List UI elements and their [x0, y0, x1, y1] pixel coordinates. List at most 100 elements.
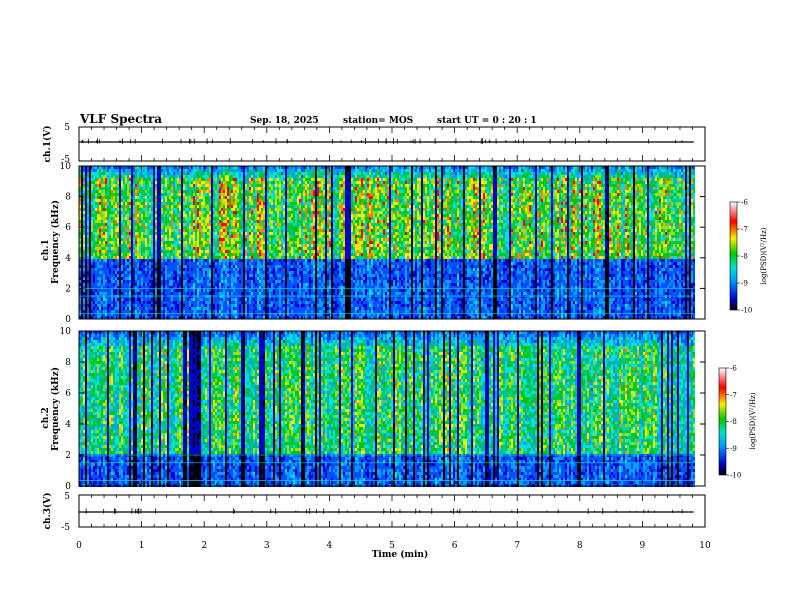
- spec-cell: [201, 187, 203, 190]
- spec-cell: [249, 214, 251, 217]
- spec-cell: [201, 202, 203, 205]
- spec-cell: [235, 277, 237, 280]
- spec-cell: [217, 166, 219, 169]
- spec-cell: [105, 202, 107, 205]
- spec-cell: [133, 181, 135, 184]
- spec-cell: [265, 310, 267, 313]
- spec-cell: [257, 265, 259, 268]
- spec-cell: [215, 313, 217, 316]
- spec-cell: [235, 265, 237, 268]
- spec-cell: [201, 220, 203, 223]
- spec-cell: [243, 262, 245, 265]
- spec-cell: [79, 199, 81, 202]
- spec-cell: [189, 184, 191, 187]
- spec-cell: [243, 214, 245, 217]
- spec-cell: [113, 301, 115, 304]
- spec-cell: [119, 211, 121, 214]
- spec-cell: [245, 268, 247, 271]
- spec-cell: [91, 229, 93, 232]
- spec-cell: [201, 310, 203, 313]
- spec-cell: [249, 274, 251, 277]
- spec-cell: [201, 250, 203, 253]
- spec-cell: [131, 208, 133, 211]
- spec-cell: [167, 262, 169, 265]
- spec-cell: [87, 187, 89, 190]
- spec-cell: [151, 262, 153, 265]
- spec-cell: [209, 289, 211, 292]
- spec-cell: [221, 229, 223, 232]
- spec-cell: [123, 253, 125, 256]
- spec-cell: [119, 253, 121, 256]
- spec-cell: [215, 235, 217, 238]
- spec-cell: [211, 241, 213, 244]
- spec-cell: [127, 271, 129, 274]
- spec-cell: [121, 262, 123, 265]
- spec-cell: [143, 262, 145, 265]
- spec-cell: [95, 166, 97, 169]
- spec-cell: [199, 244, 201, 247]
- spec-cell: [227, 178, 229, 181]
- spec-cell: [255, 175, 257, 178]
- spec-cell: [215, 241, 217, 244]
- spec-cell: [127, 190, 129, 193]
- spec-cell: [177, 295, 179, 298]
- spec-cell: [259, 172, 261, 175]
- spec-cell: [161, 223, 163, 226]
- spec-cell: [209, 256, 211, 259]
- spec-cell: [239, 214, 241, 217]
- spec-cell: [151, 193, 153, 196]
- spec-cell: [189, 232, 191, 235]
- spec-cell: [167, 214, 169, 217]
- spec-cell: [93, 250, 95, 253]
- spec-cell: [157, 190, 159, 193]
- spec-cell: [85, 220, 87, 223]
- spec-cell: [161, 238, 163, 241]
- spec-cell: [93, 226, 95, 229]
- spec-cell: [183, 280, 185, 283]
- spec-cell: [253, 292, 255, 295]
- spec-cell: [163, 205, 165, 208]
- spec-cell: [227, 286, 229, 289]
- spec-cell: [191, 175, 193, 178]
- spec-cell: [155, 316, 157, 319]
- spec-cell: [99, 292, 101, 295]
- spec-cell: [145, 184, 147, 187]
- spec-cell: [151, 199, 153, 202]
- spec-cell: [253, 190, 255, 193]
- spec-cell: [93, 304, 95, 307]
- spec-cell: [257, 277, 259, 280]
- spec-cell: [215, 244, 217, 247]
- spec-cell: [157, 250, 159, 253]
- spec-cell: [263, 223, 265, 226]
- spec-cell: [159, 307, 161, 310]
- spec-cell: [133, 199, 135, 202]
- spec-cell: [215, 298, 217, 301]
- spec-cell: [131, 244, 133, 247]
- spec-cell: [259, 166, 261, 169]
- spec-cell: [101, 190, 103, 193]
- spec-cell: [197, 178, 199, 181]
- spec-cell: [177, 310, 179, 313]
- spec-cell: [87, 214, 89, 217]
- spec-cell: [259, 226, 261, 229]
- spec-cell: [227, 247, 229, 250]
- spec-cell: [99, 295, 101, 298]
- spec-cell: [119, 184, 121, 187]
- spec-cell: [143, 211, 145, 214]
- spec-cell: [209, 187, 211, 190]
- spec-cell: [103, 271, 105, 274]
- spec-cell: [219, 262, 221, 265]
- spec-cell: [235, 232, 237, 235]
- spec-cell: [159, 271, 161, 274]
- spec-cell: [221, 223, 223, 226]
- spec-cell: [227, 172, 229, 175]
- spec-cell: [119, 262, 121, 265]
- spec-cell: [255, 307, 257, 310]
- spec-cell: [255, 247, 257, 250]
- spec-cell: [137, 268, 139, 271]
- spec-cell: [235, 280, 237, 283]
- spec-cell: [143, 244, 145, 247]
- spec-cell: [93, 310, 95, 313]
- spec-cell: [249, 184, 251, 187]
- spec-cell: [229, 298, 231, 301]
